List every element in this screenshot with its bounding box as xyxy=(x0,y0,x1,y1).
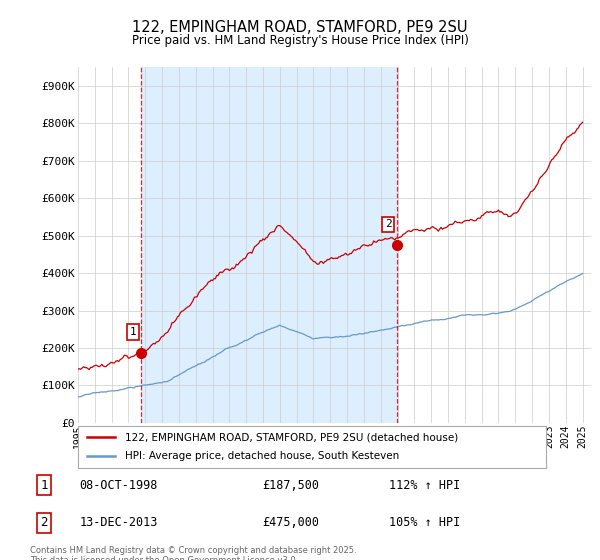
Text: 122, EMPINGHAM ROAD, STAMFORD, PE9 2SU (detached house): 122, EMPINGHAM ROAD, STAMFORD, PE9 2SU (… xyxy=(125,432,458,442)
Bar xyxy=(142,67,397,423)
Text: 1: 1 xyxy=(130,327,136,337)
Text: 2: 2 xyxy=(40,516,47,529)
Text: 122, EMPINGHAM ROAD, STAMFORD, PE9 2SU: 122, EMPINGHAM ROAD, STAMFORD, PE9 2SU xyxy=(132,20,468,35)
Text: 1: 1 xyxy=(40,479,47,492)
FancyBboxPatch shape xyxy=(78,426,546,468)
Text: Price paid vs. HM Land Registry's House Price Index (HPI): Price paid vs. HM Land Registry's House … xyxy=(131,34,469,46)
Text: 13-DEC-2013: 13-DEC-2013 xyxy=(80,516,158,529)
Text: 112% ↑ HPI: 112% ↑ HPI xyxy=(389,479,460,492)
Text: 105% ↑ HPI: 105% ↑ HPI xyxy=(389,516,460,529)
Text: Contains HM Land Registry data © Crown copyright and database right 2025.
This d: Contains HM Land Registry data © Crown c… xyxy=(30,546,356,560)
Text: 08-OCT-1998: 08-OCT-1998 xyxy=(80,479,158,492)
Text: £187,500: £187,500 xyxy=(262,479,319,492)
Text: HPI: Average price, detached house, South Kesteven: HPI: Average price, detached house, Sout… xyxy=(125,451,399,461)
Text: £475,000: £475,000 xyxy=(262,516,319,529)
Text: 2: 2 xyxy=(385,220,392,230)
